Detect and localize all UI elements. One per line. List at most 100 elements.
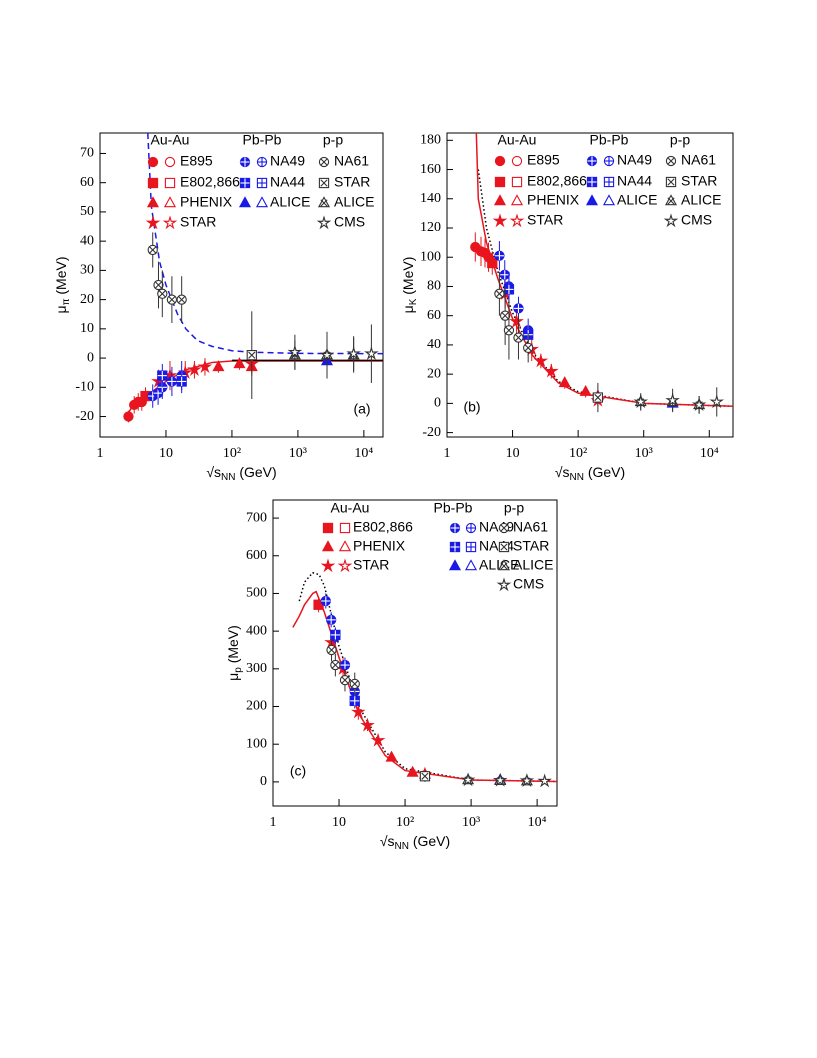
- x-tick-label: 10³: [289, 446, 307, 461]
- marker-shape: [164, 177, 176, 189]
- marker-shape: [496, 577, 512, 592]
- marker-shape: [497, 559, 511, 571]
- marker: [537, 773, 552, 788]
- y-tick-label: 160: [420, 162, 441, 177]
- marker: [579, 384, 592, 396]
- legend-label: E802,866: [180, 174, 240, 190]
- marker-shape: [663, 213, 679, 228]
- marker-cross: [168, 296, 176, 304]
- legend-label: PHENIX: [527, 192, 580, 208]
- marker-shape: [492, 772, 508, 787]
- marker-shape: [364, 346, 379, 360]
- marker-shape: [337, 558, 353, 573]
- legend-group-title: Pb-Pb: [434, 500, 473, 516]
- y-tick-label: -20: [422, 425, 441, 440]
- y-tick-label: 120: [420, 220, 441, 235]
- marker: [494, 288, 505, 299]
- marker: [385, 750, 398, 762]
- y-tick-label: 300: [246, 661, 267, 676]
- marker-cross: [495, 290, 504, 298]
- marker: [492, 772, 508, 787]
- marker: [330, 659, 341, 671]
- x-axis-label: √sNN (GeV): [380, 833, 450, 852]
- x-label-symbol: √s: [380, 833, 395, 849]
- marker: [633, 394, 649, 409]
- marker-shape: [493, 194, 507, 206]
- marker-cross: [351, 680, 359, 688]
- legend-group-title: p-p: [323, 132, 343, 148]
- marker: [187, 362, 202, 376]
- marker: [163, 196, 177, 208]
- plot-frame: [272, 499, 558, 807]
- marker: [349, 678, 360, 690]
- marker: [406, 765, 419, 777]
- legend-label: CMS: [513, 576, 544, 592]
- panel-label: (c): [290, 763, 306, 779]
- data-points: [313, 593, 552, 788]
- marker: [147, 177, 159, 189]
- marker-cross: [501, 312, 509, 320]
- y-tick-label: 180: [420, 133, 441, 148]
- marker: [157, 370, 168, 381]
- marker-shape: [360, 717, 375, 732]
- marker: [316, 215, 332, 230]
- marker: [586, 176, 598, 188]
- marker-shape: [664, 194, 678, 206]
- marker-shape: [448, 559, 462, 571]
- marker-shape: [602, 194, 616, 206]
- y-tick-label: 40: [80, 233, 94, 248]
- marker: [494, 176, 506, 188]
- marker: [176, 294, 187, 305]
- y-tick-label: 0: [87, 350, 94, 365]
- marker-shape: [533, 353, 549, 368]
- marker: [145, 215, 161, 230]
- marker: [326, 644, 337, 656]
- marker: [246, 350, 257, 361]
- marker: [233, 357, 246, 369]
- x-tick-label: 10: [159, 446, 173, 461]
- y-label-symbol: μ: [400, 305, 416, 313]
- marker: [320, 558, 336, 573]
- legend-label: STAR: [180, 214, 216, 230]
- legend-label: ALICE: [479, 557, 519, 573]
- legend-label: ALICE: [513, 557, 553, 573]
- marker: [239, 156, 251, 168]
- legend-label: E802,866: [353, 519, 413, 535]
- marker-shape: [494, 176, 506, 188]
- legend: Au-AuE802,866PHENIXSTARPb-PbNA49NA44ALIC…: [320, 500, 553, 592]
- marker: [533, 353, 549, 368]
- legend: Au-Au E895 E802,866 PHENIX STAR Pb-Pb NA49 NA44…: [145, 132, 374, 230]
- marker: [691, 397, 707, 412]
- x-tick-label: 10: [506, 446, 520, 461]
- legend-label: STAR: [334, 174, 370, 190]
- y-tick-label: 40: [427, 337, 441, 352]
- marker: [322, 522, 334, 534]
- marker: [255, 196, 269, 208]
- marker-shape: [316, 215, 332, 230]
- marker-shape: [709, 394, 725, 409]
- marker-shape: [464, 559, 478, 571]
- marker: [153, 279, 164, 291]
- marker-shape: [509, 313, 524, 328]
- marker-shape: [691, 397, 707, 412]
- data-points: [123, 232, 379, 423]
- x-tick-label: 10³: [462, 815, 480, 830]
- marker-shape: [197, 359, 213, 374]
- y-tick-label: 0: [434, 396, 441, 411]
- marker: [364, 346, 379, 360]
- marker: [498, 541, 510, 553]
- marker: [197, 359, 213, 374]
- y-axis-label: μK (MeV): [400, 257, 419, 314]
- y-tick-label: 600: [246, 548, 267, 563]
- marker-shape: [147, 156, 159, 168]
- marker: [157, 288, 168, 299]
- marker-cross: [667, 157, 675, 165]
- marker-shape: [406, 765, 419, 777]
- marker-shape: [317, 196, 331, 208]
- y-tick-label: 400: [246, 623, 267, 638]
- x-tick-label: 10⁴: [700, 446, 719, 461]
- marker: [339, 659, 351, 671]
- legend-label: NA61: [513, 519, 548, 535]
- marker: [663, 213, 679, 228]
- marker: [320, 595, 331, 607]
